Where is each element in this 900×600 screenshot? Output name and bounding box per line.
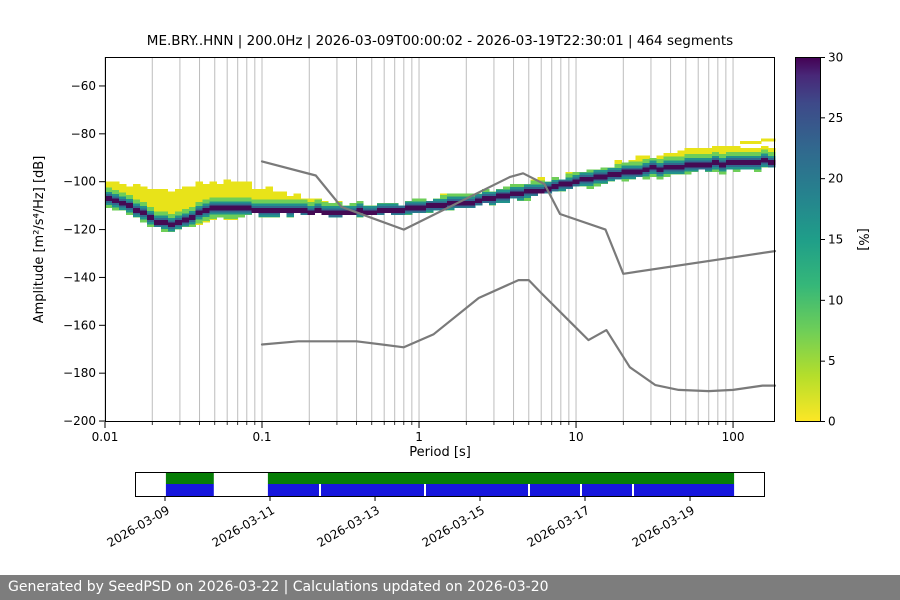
svg-text:−120: −120 (63, 223, 96, 237)
coverage-segment-green (267, 473, 735, 484)
low-noise-model-line (260, 279, 777, 393)
svg-text:15: 15 (828, 233, 843, 247)
coverage-segment-blue (165, 484, 214, 496)
svg-text:10: 10 (828, 293, 843, 307)
coverage-timeline (135, 472, 765, 501)
svg-text:30: 30 (828, 51, 843, 65)
grid-layer (104, 57, 734, 422)
svg-text:0.1: 0.1 (252, 430, 271, 444)
svg-text:10: 10 (568, 430, 583, 444)
colorbar-label: [%] (855, 228, 870, 251)
coverage-segment-blue (267, 484, 735, 496)
footer-bar: Generated by SeedPSD on 2026-03-22 | Cal… (0, 575, 900, 600)
svg-text:100: 100 (722, 430, 745, 444)
footer-text: Generated by SeedPSD on 2026-03-22 | Cal… (8, 579, 549, 595)
x-axis-label: Period [s] (409, 445, 471, 460)
plot-title: ME.BRY..HNN | 200.0Hz | 2026-03-09T00:00… (146, 33, 734, 49)
svg-text:0: 0 (828, 415, 836, 429)
svg-text:20: 20 (828, 172, 843, 186)
svg-text:1: 1 (415, 430, 423, 444)
svg-text:−200: −200 (63, 414, 96, 428)
y-axis-label: Amplitude [m²/s⁴/Hz] [dB] (32, 156, 47, 324)
svg-text:−160: −160 (63, 318, 96, 332)
svg-text:25: 25 (828, 111, 843, 125)
heatmap-layer (105, 138, 776, 232)
colorbar: 0 5 10 15 20 25 30 [%] (795, 51, 870, 429)
svg-text:0.01: 0.01 (92, 430, 119, 444)
colorbar-gradient (795, 57, 821, 422)
svg-text:−60: −60 (71, 79, 96, 93)
svg-text:−180: −180 (63, 366, 96, 380)
coverage-segment-green (165, 473, 214, 484)
svg-text:−140: −140 (63, 270, 96, 284)
high-noise-model-line (260, 160, 777, 275)
svg-text:−80: −80 (71, 127, 96, 141)
svg-text:−100: −100 (63, 175, 96, 189)
svg-text:5: 5 (828, 354, 836, 368)
ppsd-plot-area: 0.01 0.1 1 10 100 −60 −80 −100 −120 −140 −160 −180 −… (32, 57, 777, 460)
